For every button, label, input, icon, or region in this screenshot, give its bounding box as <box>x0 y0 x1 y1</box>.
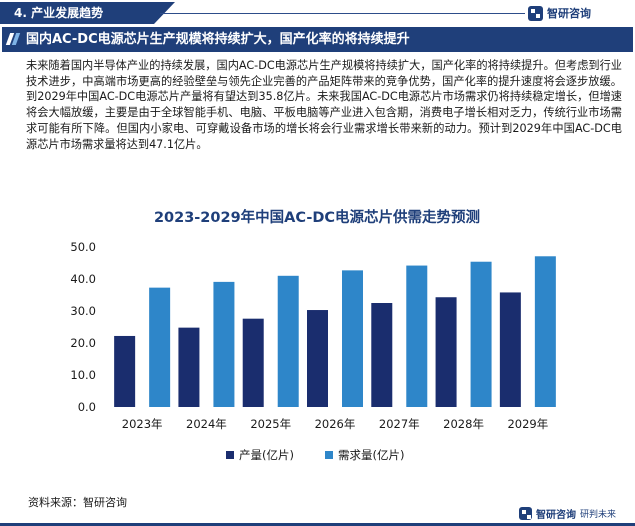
legend: 产量(亿片) 需求量(亿片) <box>226 448 404 462</box>
x-axis: 2023年 2024年 2025年 2026年 2027年 2028年 2029年 <box>122 417 548 431</box>
production-bar-6 <box>435 297 457 407</box>
y-tick-label: 50.0 <box>70 240 96 254</box>
production-bar-3 <box>242 318 264 407</box>
section-label: 4. 产业发展趋势 <box>0 2 175 24</box>
legend-swatch-1 <box>226 451 234 459</box>
demand-bar-1 <box>149 287 171 407</box>
headline-text: 国内AC-DC电源芯片生产规模将持续扩大，国产化率的将持续提升 <box>26 32 410 47</box>
slash-marker-icon <box>8 33 20 45</box>
headline-banner: 国内AC-DC电源芯片生产规模将持续扩大，国产化率的将持续提升 <box>2 27 633 52</box>
y-tick-label: 10.0 <box>70 368 96 382</box>
chart-title: 2023-2029年中国AC-DC电源芯片供需走势预测 <box>154 208 480 226</box>
production-bar-1 <box>114 335 136 407</box>
header-logo: 智研咨询 <box>528 4 591 22</box>
legend-label-2: 需求量(亿片) <box>338 448 404 462</box>
top-bar: 4. 产业发展趋势 智研咨询 <box>0 0 635 26</box>
header-divider <box>160 13 525 14</box>
demand-bar-7 <box>534 256 556 407</box>
bars <box>114 256 556 407</box>
y-tick-label: 0.0 <box>78 400 96 414</box>
x-tick-label: 2028年 <box>443 417 484 431</box>
y-tick-label: 20.0 <box>70 336 96 350</box>
header-brand: 智研咨询 <box>547 7 591 20</box>
production-bar-5 <box>371 303 393 407</box>
brand-logo-icon <box>519 506 532 520</box>
footer-slogan: 研判未来 <box>580 509 617 520</box>
bottom-divider <box>0 523 635 526</box>
brand-logo-icon <box>528 5 543 21</box>
production-bar-4 <box>307 310 328 407</box>
demand-bar-6 <box>470 261 492 407</box>
production-bar-7 <box>499 292 521 407</box>
x-tick-label: 2023年 <box>122 417 163 431</box>
demand-bar-4 <box>342 270 363 407</box>
body-paragraph: 未来随着国内半导体产业的持续发展，国内AC-DC电源芯片生产规模将持续扩大，国产… <box>26 59 622 151</box>
y-axis: 0.0 10.0 20.0 30.0 40.0 50.0 <box>70 240 96 414</box>
demand-bar-2 <box>213 281 235 407</box>
footer-logo: 智研咨询 研判未来 <box>519 504 616 522</box>
x-tick-label: 2025年 <box>250 417 291 431</box>
footer-brand: 智研咨询 <box>536 509 576 521</box>
legend-swatch-2 <box>325 451 333 459</box>
legend-label-1: 产量(亿片) <box>239 448 294 462</box>
supply-demand-chart: 2023-2029年中国AC-DC电源芯片供需走势预测 0.0 10.0 20.0 3… <box>70 208 556 462</box>
source-note: 资料来源：智研咨询 <box>28 496 127 509</box>
x-tick-label: 2027年 <box>379 417 420 431</box>
x-tick-label: 2024年 <box>186 417 227 431</box>
y-tick-label: 30.0 <box>70 304 96 318</box>
production-bar-2 <box>178 327 200 407</box>
x-tick-label: 2029年 <box>507 417 548 431</box>
y-tick-label: 40.0 <box>70 272 96 286</box>
x-tick-label: 2026年 <box>315 417 356 431</box>
demand-bar-3 <box>277 275 299 407</box>
demand-bar-5 <box>406 265 428 407</box>
